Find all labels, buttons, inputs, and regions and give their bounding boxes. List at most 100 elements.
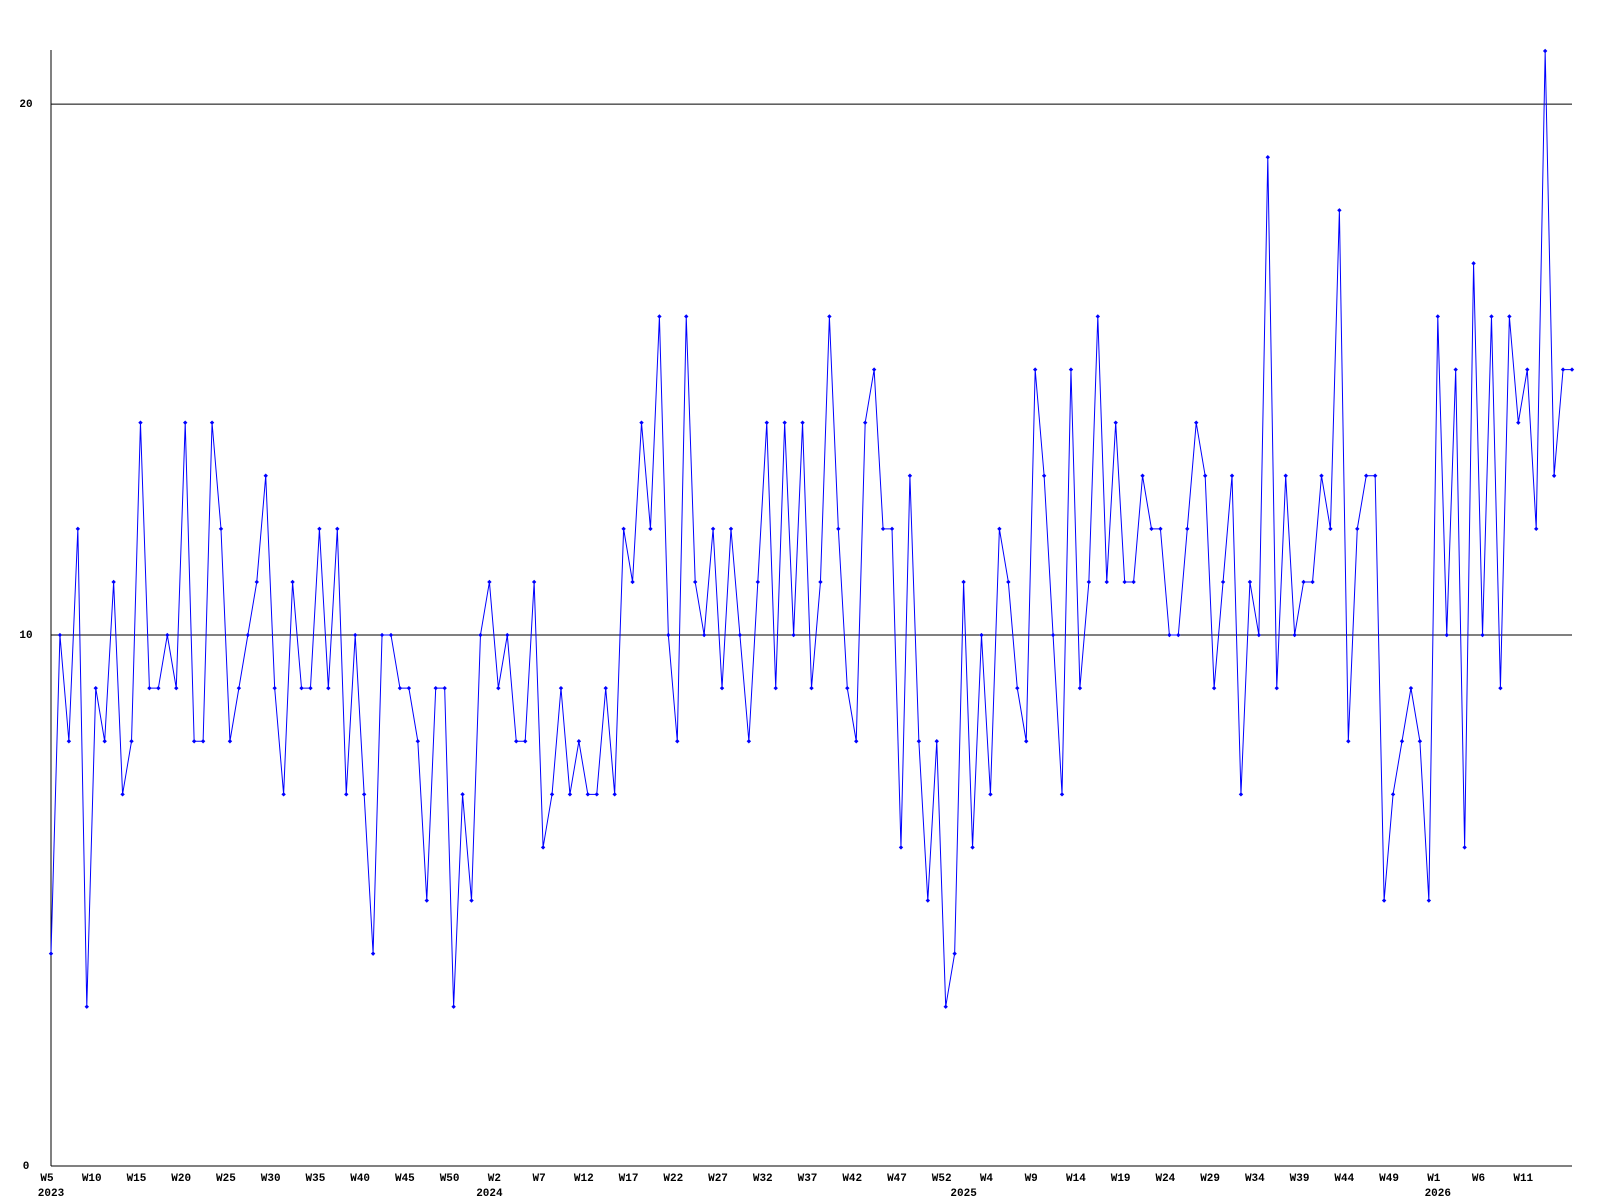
data-point	[1077, 685, 1083, 691]
data-point	[406, 685, 412, 691]
data-point	[988, 792, 993, 797]
data-point	[1113, 420, 1118, 425]
data-point	[630, 579, 635, 585]
data-point	[880, 526, 886, 532]
x-tick-label: W7	[532, 1173, 545, 1185]
data-point	[1310, 579, 1315, 585]
data-point	[934, 739, 939, 744]
data-point	[558, 685, 564, 691]
x-tick-label: W4	[980, 1173, 994, 1185]
x-tick-label: W15	[127, 1173, 147, 1185]
data-point	[48, 951, 54, 956]
data-point	[692, 579, 698, 585]
x-tick-label: W40	[350, 1173, 370, 1185]
data-point	[1399, 739, 1405, 744]
x-tick-label: W32	[753, 1173, 773, 1185]
data-point	[165, 632, 170, 638]
data-point	[290, 579, 295, 585]
data-point	[531, 579, 537, 585]
data-point	[567, 792, 573, 797]
data-point	[728, 526, 734, 532]
data-point	[93, 685, 98, 691]
data-point	[782, 420, 787, 425]
data-point	[344, 792, 349, 797]
x-tick-label: W47	[887, 1173, 907, 1185]
data-point	[66, 739, 72, 744]
x-tick-label: W6	[1472, 1173, 1485, 1185]
data-point	[281, 792, 286, 797]
data-point	[719, 685, 725, 691]
data-point	[1292, 632, 1297, 638]
x-tick-label: W49	[1379, 1173, 1399, 1185]
data-point	[1390, 792, 1396, 797]
data-point	[1283, 473, 1288, 478]
data-point	[57, 632, 63, 638]
data-point	[854, 739, 859, 744]
x-tick-label: W42	[842, 1173, 862, 1185]
data-point	[1211, 685, 1217, 691]
data-point	[1560, 367, 1566, 372]
data-point	[1516, 420, 1521, 425]
data-point	[299, 685, 304, 691]
data-point	[1301, 579, 1306, 585]
data-point	[889, 526, 895, 532]
data-point	[1202, 473, 1208, 478]
data-point	[397, 685, 403, 691]
data-point	[1408, 685, 1414, 691]
x-tick-label: W29	[1200, 1173, 1220, 1185]
data-point	[1140, 473, 1145, 478]
data-point	[1372, 473, 1378, 478]
data-point	[1041, 473, 1047, 478]
data-point	[147, 685, 152, 691]
data-point	[764, 420, 769, 425]
y-tick-label: 20	[19, 99, 32, 111]
data-point	[1185, 526, 1190, 532]
x-year-label: 2023	[38, 1188, 65, 1200]
x-tick-label: W12	[574, 1173, 594, 1185]
x-tick-label: W17	[619, 1173, 639, 1185]
x-tick-label: W22	[663, 1173, 683, 1185]
data-point	[737, 632, 743, 638]
data-point	[585, 792, 591, 797]
data-point	[129, 739, 134, 744]
data-point	[979, 632, 984, 638]
data-point	[1480, 632, 1485, 638]
data-point	[522, 739, 528, 744]
data-point	[442, 685, 447, 691]
data-point	[639, 420, 644, 425]
data-point	[809, 685, 814, 691]
x-tick-label: W30	[261, 1173, 281, 1185]
data-point	[701, 632, 707, 638]
data-point	[317, 526, 322, 532]
data-point	[1498, 685, 1503, 691]
data-point	[1471, 261, 1476, 266]
data-point	[111, 579, 116, 585]
x-tick-label: W20	[171, 1173, 191, 1185]
data-point	[818, 579, 823, 585]
x-tick-label: W19	[1111, 1173, 1131, 1185]
data-point	[871, 367, 877, 372]
data-point	[827, 314, 832, 319]
data-point	[433, 685, 438, 691]
data-point	[576, 739, 582, 744]
data-point	[657, 314, 662, 319]
data-point	[388, 632, 394, 638]
data-point	[549, 792, 555, 797]
data-point	[1274, 685, 1279, 691]
data-point	[1328, 526, 1333, 532]
data-point	[800, 420, 805, 425]
data-point	[1534, 526, 1539, 532]
data-point	[1176, 632, 1181, 638]
data-point	[245, 632, 251, 638]
data-point	[1507, 314, 1512, 319]
data-point	[174, 685, 179, 691]
data-point	[451, 1004, 456, 1009]
data-point	[710, 526, 716, 532]
data-point	[227, 739, 233, 744]
data-point	[997, 526, 1002, 532]
data-point	[478, 632, 483, 638]
data-point	[898, 845, 904, 850]
x-tick-label: W27	[708, 1173, 728, 1185]
x-tick-label: W35	[306, 1173, 326, 1185]
data-point	[1435, 314, 1440, 319]
